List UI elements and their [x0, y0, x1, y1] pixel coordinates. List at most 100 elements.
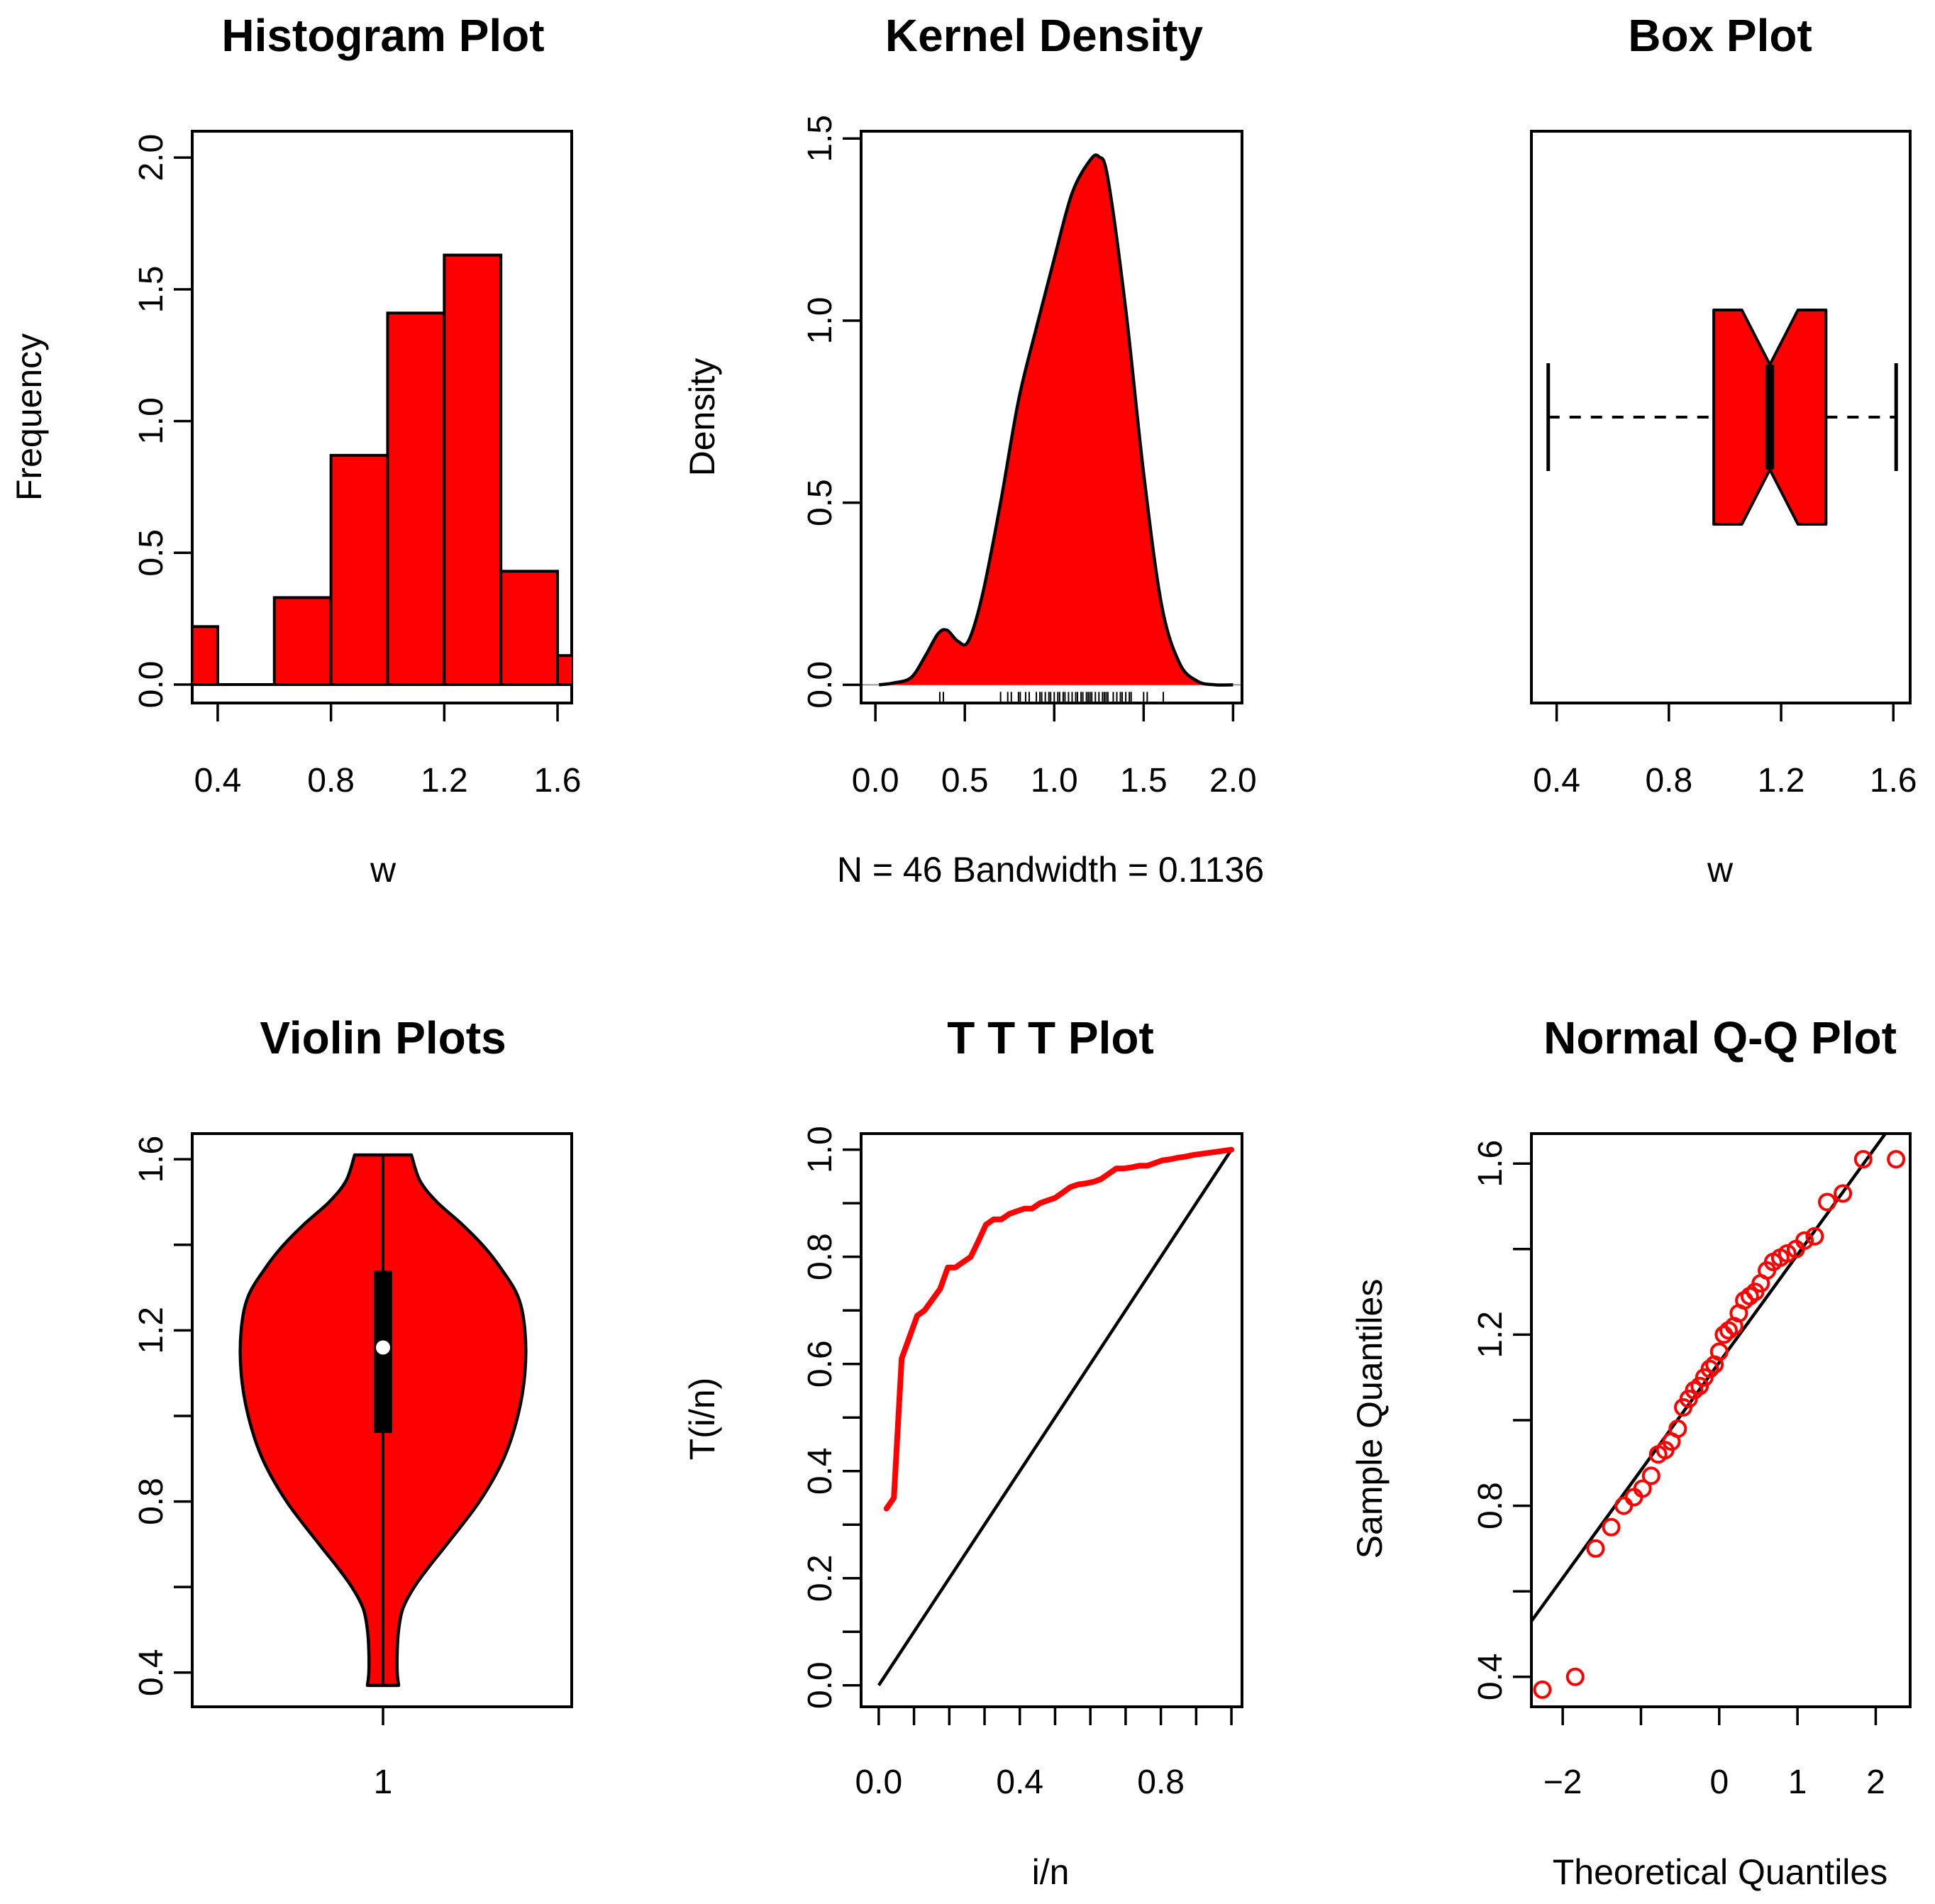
- histogram-x-tick-label: 1.6: [534, 762, 582, 799]
- qq-y-tick-label: 0.8: [1472, 1482, 1509, 1529]
- histogram-y-tick-label: 1.0: [133, 397, 170, 445]
- kernel-density-curve: [863, 153, 1241, 704]
- qq-x-axis: −2 0 1 2: [1543, 1705, 1885, 1801]
- kernel-density-x-tick-label: 2.0: [1209, 762, 1257, 799]
- histogram-x-axis: 0.4 0.8 1.2 1.6: [194, 702, 582, 799]
- histogram-y-tick-label: 0.0: [133, 661, 170, 709]
- kernel-density-x-axis-label: N = 46 Bandwidth = 0.1136: [837, 850, 1264, 890]
- kernel-density-y-tick-label: 0.5: [802, 479, 839, 526]
- histogram-y-tick-label: 2.0: [133, 134, 170, 182]
- histogram-bar: [499, 570, 560, 686]
- histogram-x-tick-label: 1.2: [421, 762, 468, 799]
- kernel-density-x-axis: 0.0 0.5 1.0 1.5 2.0: [852, 702, 1257, 799]
- qq-y-axis-label: Sample Quantiles: [1350, 1279, 1390, 1559]
- qq-point: [1633, 1479, 1652, 1498]
- kernel-density-y-axis-label: Density: [682, 358, 722, 477]
- histogram-bar: [329, 453, 389, 686]
- kernel-density-line: [878, 153, 1233, 687]
- qq-x-tick-label: 1: [1788, 1764, 1807, 1801]
- histogram-bar: [272, 596, 333, 687]
- qq-y-tick-label: 1.6: [1472, 1140, 1509, 1188]
- ttt-title: T T T Plot: [947, 1012, 1154, 1063]
- histogram-x-tick-label: 0.8: [307, 762, 355, 799]
- ttt-y-axis-label: T(i/n): [682, 1378, 722, 1461]
- kernel-density-x-tick-label: 0.0: [852, 762, 899, 799]
- violin-shape: [238, 1153, 528, 1688]
- histogram-x-tick-label: 0.4: [194, 762, 242, 799]
- qq-x-axis-label: Theoretical Quantiles: [1553, 1852, 1887, 1892]
- qq-point: [1887, 1150, 1906, 1169]
- ttt-panel: T T T Plot 0.0 0.4 0.8 0.0 0.2 0.4 0.6 0…: [682, 1012, 1243, 1892]
- histogram-y-axis-label: Frequency: [9, 333, 49, 501]
- ttt-x-tick-label: 0.8: [1137, 1764, 1185, 1801]
- ttt-y-tick-label: 0.0: [802, 1661, 839, 1709]
- violin-y-axis: 0.4 0.8 1.2 1.6: [133, 1136, 194, 1696]
- violin-title: Violin Plots: [260, 1012, 506, 1063]
- ttt-y-tick-label: 1.0: [802, 1126, 839, 1173]
- ttt-reference-line: [877, 1149, 1233, 1687]
- kernel-density-y-axis: 0.0 0.5 1.0 1.5: [802, 115, 863, 709]
- qq-y-tick-label: 1.2: [1472, 1311, 1509, 1358]
- kernel-density-title: Kernel Density: [885, 10, 1204, 61]
- violin-panel: Violin Plots 1 0.4 0.8 1.2 1.6: [133, 1012, 573, 1801]
- histogram-panel: Histogram Plot 0.4 0.8 1.2 1.6 0.0 0.5 1…: [9, 10, 582, 890]
- kernel-density-y-tick-label: 1.5: [802, 115, 839, 162]
- qq-point: [1565, 1667, 1585, 1686]
- qq-point: [1614, 1496, 1634, 1515]
- qq-point: [1853, 1150, 1873, 1169]
- qq-title: Normal Q-Q Plot: [1543, 1012, 1897, 1063]
- violin-x-axis: 1: [374, 1707, 393, 1801]
- kernel-density-area: [879, 155, 1233, 685]
- histogram-bar: [192, 625, 219, 686]
- ttt-curve: [883, 1146, 1235, 1512]
- histogram-bars: [192, 253, 572, 687]
- violin-median-dot: [376, 1340, 390, 1355]
- histogram-bar: [386, 311, 446, 686]
- qq-point: [1641, 1466, 1660, 1485]
- violin-y-tick-label: 1.6: [133, 1136, 170, 1183]
- qq-y-tick-label: 0.4: [1472, 1653, 1509, 1700]
- ttt-y-axis: 0.0 0.2 0.4 0.6 0.8 1.0: [802, 1126, 863, 1709]
- box-plot-x-tick-label: 1.2: [1758, 762, 1805, 799]
- histogram-bar: [556, 654, 572, 687]
- ttt-lines: [877, 1146, 1235, 1687]
- qq-x-tick-label: −2: [1543, 1764, 1582, 1801]
- kernel-density-panel: Kernel Density 0.0 0.5 1.0 1.5 2.0 0.0 0…: [682, 10, 1264, 890]
- ttt-x-axis: 0.0 0.4 0.8: [855, 1705, 1233, 1801]
- qq-point: [1818, 1192, 1837, 1212]
- qq-point: [1586, 1539, 1605, 1558]
- box-plot-x-axis-label: w: [1707, 850, 1734, 890]
- histogram-x-axis-label: w: [370, 850, 397, 890]
- ttt-y-tick-label: 0.4: [802, 1447, 839, 1495]
- qq-x-tick-label: 2: [1866, 1764, 1885, 1801]
- kernel-density-y-tick-label: 1.0: [802, 297, 839, 345]
- violin-y-tick-label: 0.4: [133, 1649, 170, 1696]
- box-plot-x-tick-label: 1.6: [1870, 762, 1917, 799]
- qq-point: [1709, 1342, 1729, 1361]
- qq-plot-frame: [1530, 1132, 1912, 1708]
- histogram-title: Histogram Plot: [221, 10, 544, 61]
- violin-x-tick-label: 1: [374, 1764, 393, 1801]
- kernel-density-y-tick-label: 0.0: [802, 661, 839, 709]
- ttt-y-tick-label: 0.6: [802, 1340, 839, 1388]
- qq-point: [1714, 1325, 1734, 1344]
- qq-point: [1700, 1359, 1719, 1378]
- qq-point: [1795, 1231, 1814, 1250]
- ttt-x-axis-label: i/n: [1032, 1852, 1070, 1892]
- histogram-bar-group: [192, 253, 572, 687]
- ttt-x-tick-label: 0.4: [996, 1764, 1043, 1801]
- qq-point: [1834, 1184, 1853, 1203]
- ttt-y-tick-label: 0.2: [802, 1554, 839, 1602]
- qq-point: [1778, 1244, 1797, 1263]
- box-plot-box: [1546, 309, 1898, 526]
- qq-y-axis: 0.4 0.8 1.2 1.6: [1472, 1140, 1533, 1700]
- box-plot-title: Box Plot: [1628, 10, 1812, 61]
- qq-point: [1668, 1419, 1687, 1439]
- box-plot-x-axis: 0.4 0.8 1.2 1.6: [1533, 702, 1917, 799]
- histogram-y-axis: 0.0 0.5 1.0 1.5 2.0: [133, 134, 194, 709]
- qq-points: [1531, 1134, 1906, 1699]
- kernel-density-x-tick-label: 0.5: [941, 762, 989, 799]
- histogram-y-tick-label: 1.5: [133, 265, 170, 313]
- box-plot-panel: Box Plot 0.4 0.8 1.2 1.6 w: [1530, 10, 1917, 890]
- histogram-y-tick-label: 0.5: [133, 529, 170, 577]
